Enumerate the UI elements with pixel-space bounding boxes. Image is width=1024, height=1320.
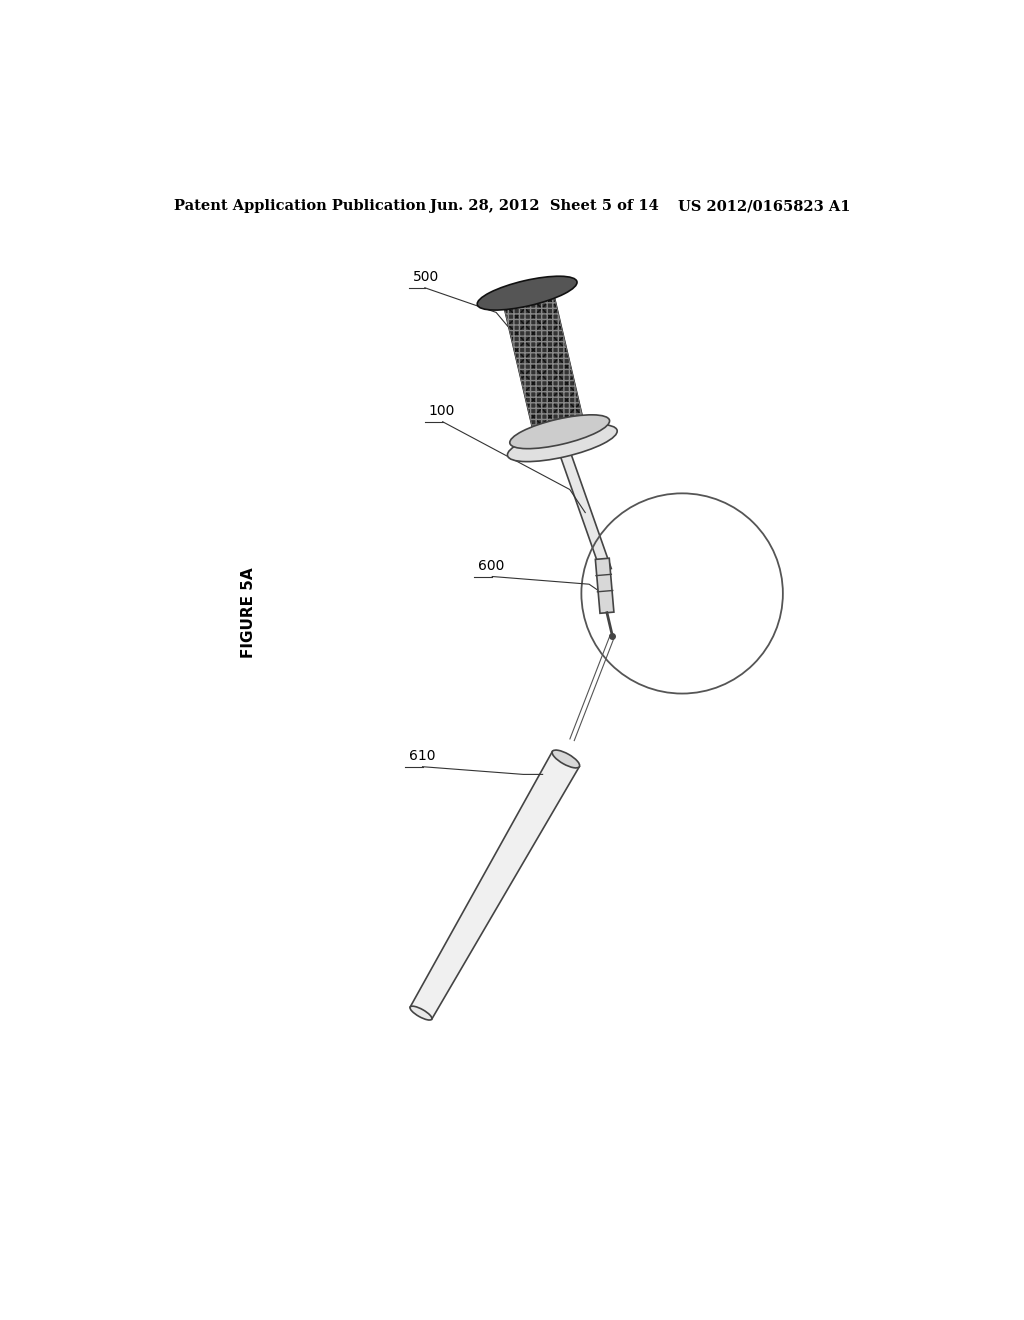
- Text: US 2012/0165823 A1: US 2012/0165823 A1: [678, 199, 851, 213]
- Text: Patent Application Publication: Patent Application Publication: [174, 199, 427, 213]
- Ellipse shape: [552, 750, 580, 768]
- Text: Jun. 28, 2012  Sheet 5 of 14: Jun. 28, 2012 Sheet 5 of 14: [430, 199, 659, 213]
- Ellipse shape: [508, 425, 617, 462]
- Ellipse shape: [510, 414, 609, 449]
- Polygon shape: [559, 449, 611, 572]
- Text: FIGURE 5A: FIGURE 5A: [241, 568, 256, 657]
- Polygon shape: [502, 288, 585, 437]
- Text: 610: 610: [409, 748, 435, 763]
- Polygon shape: [595, 558, 614, 614]
- Polygon shape: [411, 751, 580, 1019]
- Text: 100: 100: [429, 404, 455, 418]
- Text: 500: 500: [414, 269, 439, 284]
- Text: 600: 600: [478, 558, 505, 573]
- Ellipse shape: [410, 1006, 432, 1020]
- Ellipse shape: [477, 276, 577, 310]
